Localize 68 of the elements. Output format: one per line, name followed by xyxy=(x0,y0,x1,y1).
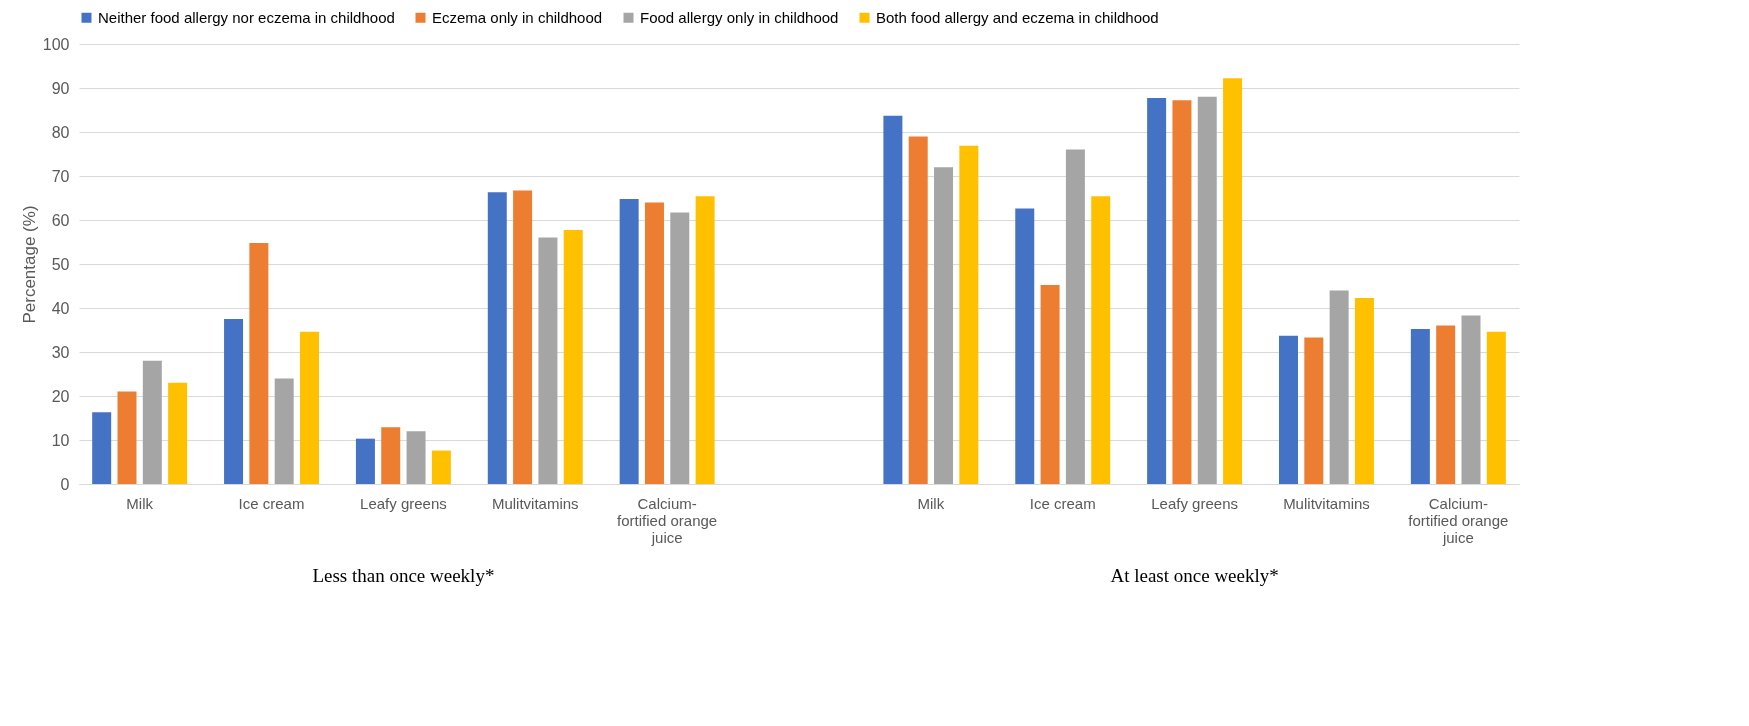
bar xyxy=(1091,196,1111,484)
bar xyxy=(381,427,401,484)
bar xyxy=(1354,297,1374,484)
bar xyxy=(934,167,954,484)
bar xyxy=(1410,329,1430,484)
bar xyxy=(1436,325,1456,484)
y-tick-label: 50 xyxy=(51,255,70,273)
legend-label: Eczema only in childhood xyxy=(432,8,603,26)
bar xyxy=(1461,315,1481,484)
x-tick-label: Milk xyxy=(126,494,154,512)
bar xyxy=(168,382,188,484)
y-tick-label: 40 xyxy=(51,299,70,317)
text: At least once weekly* xyxy=(1110,565,1279,586)
text: Less than once weekly* xyxy=(312,565,495,586)
bar xyxy=(1279,335,1298,484)
x-tick-label: Calcium-fortified orange juice xyxy=(1408,494,1509,546)
bar xyxy=(142,360,162,484)
y-tick-label: 60 xyxy=(51,211,70,229)
bar xyxy=(619,198,639,484)
bar xyxy=(1147,98,1167,484)
bar xyxy=(908,136,928,484)
bar xyxy=(1040,285,1060,484)
bar xyxy=(249,242,269,484)
bar xyxy=(1197,96,1217,484)
y-axis-title: Percentage (%) xyxy=(19,205,39,324)
y-tick-label: 70 xyxy=(51,167,70,185)
bar xyxy=(487,192,507,484)
bar xyxy=(117,391,137,484)
y-tick-label: 90 xyxy=(51,79,70,97)
legend-label: Food allergy only in childhood xyxy=(640,8,839,26)
x-tick-label: Ice cream xyxy=(1029,494,1096,512)
bar xyxy=(670,212,690,484)
y-tick-label: 0 xyxy=(60,475,70,493)
y-tick-label: 80 xyxy=(51,123,70,141)
bar xyxy=(1329,290,1349,484)
bar xyxy=(224,319,244,484)
y-tick-label: 20 xyxy=(51,387,70,405)
bar xyxy=(513,190,533,484)
legend-label: Both food allergy and eczema in childhood xyxy=(876,8,1159,26)
x-tick-label: Ice cream xyxy=(238,494,305,512)
bar xyxy=(300,331,319,484)
bar xyxy=(959,145,979,484)
bar xyxy=(1015,208,1035,484)
bar xyxy=(563,230,583,484)
bar xyxy=(406,431,426,484)
legend-label: Neither food allergy nor eczema in childhood xyxy=(98,8,395,26)
bar xyxy=(538,237,558,484)
x-tick-label: Leafy greens xyxy=(360,494,447,512)
y-tick-label: 10 xyxy=(51,431,70,449)
bar xyxy=(1065,149,1085,484)
x-tick-label: Mulitvitamins xyxy=(1283,494,1370,512)
bar xyxy=(431,450,451,484)
bar xyxy=(355,438,375,484)
bar xyxy=(1304,337,1324,484)
y-tick-label: 30 xyxy=(51,343,70,361)
x-tick-label: Mulitvitamins xyxy=(491,494,579,512)
x-tick-label: Milk xyxy=(917,494,945,512)
bar xyxy=(1486,331,1506,484)
bar xyxy=(274,378,294,484)
bar xyxy=(883,115,903,484)
x-tick-label: Calcium-fortified orange juice xyxy=(617,494,718,546)
bar xyxy=(1172,100,1192,484)
y-tick-label: 100 xyxy=(42,35,70,53)
bar xyxy=(1223,78,1243,484)
bar xyxy=(695,196,715,484)
bar xyxy=(92,412,112,484)
x-tick-label: Leafy greens xyxy=(1151,494,1238,512)
bar xyxy=(644,202,664,484)
